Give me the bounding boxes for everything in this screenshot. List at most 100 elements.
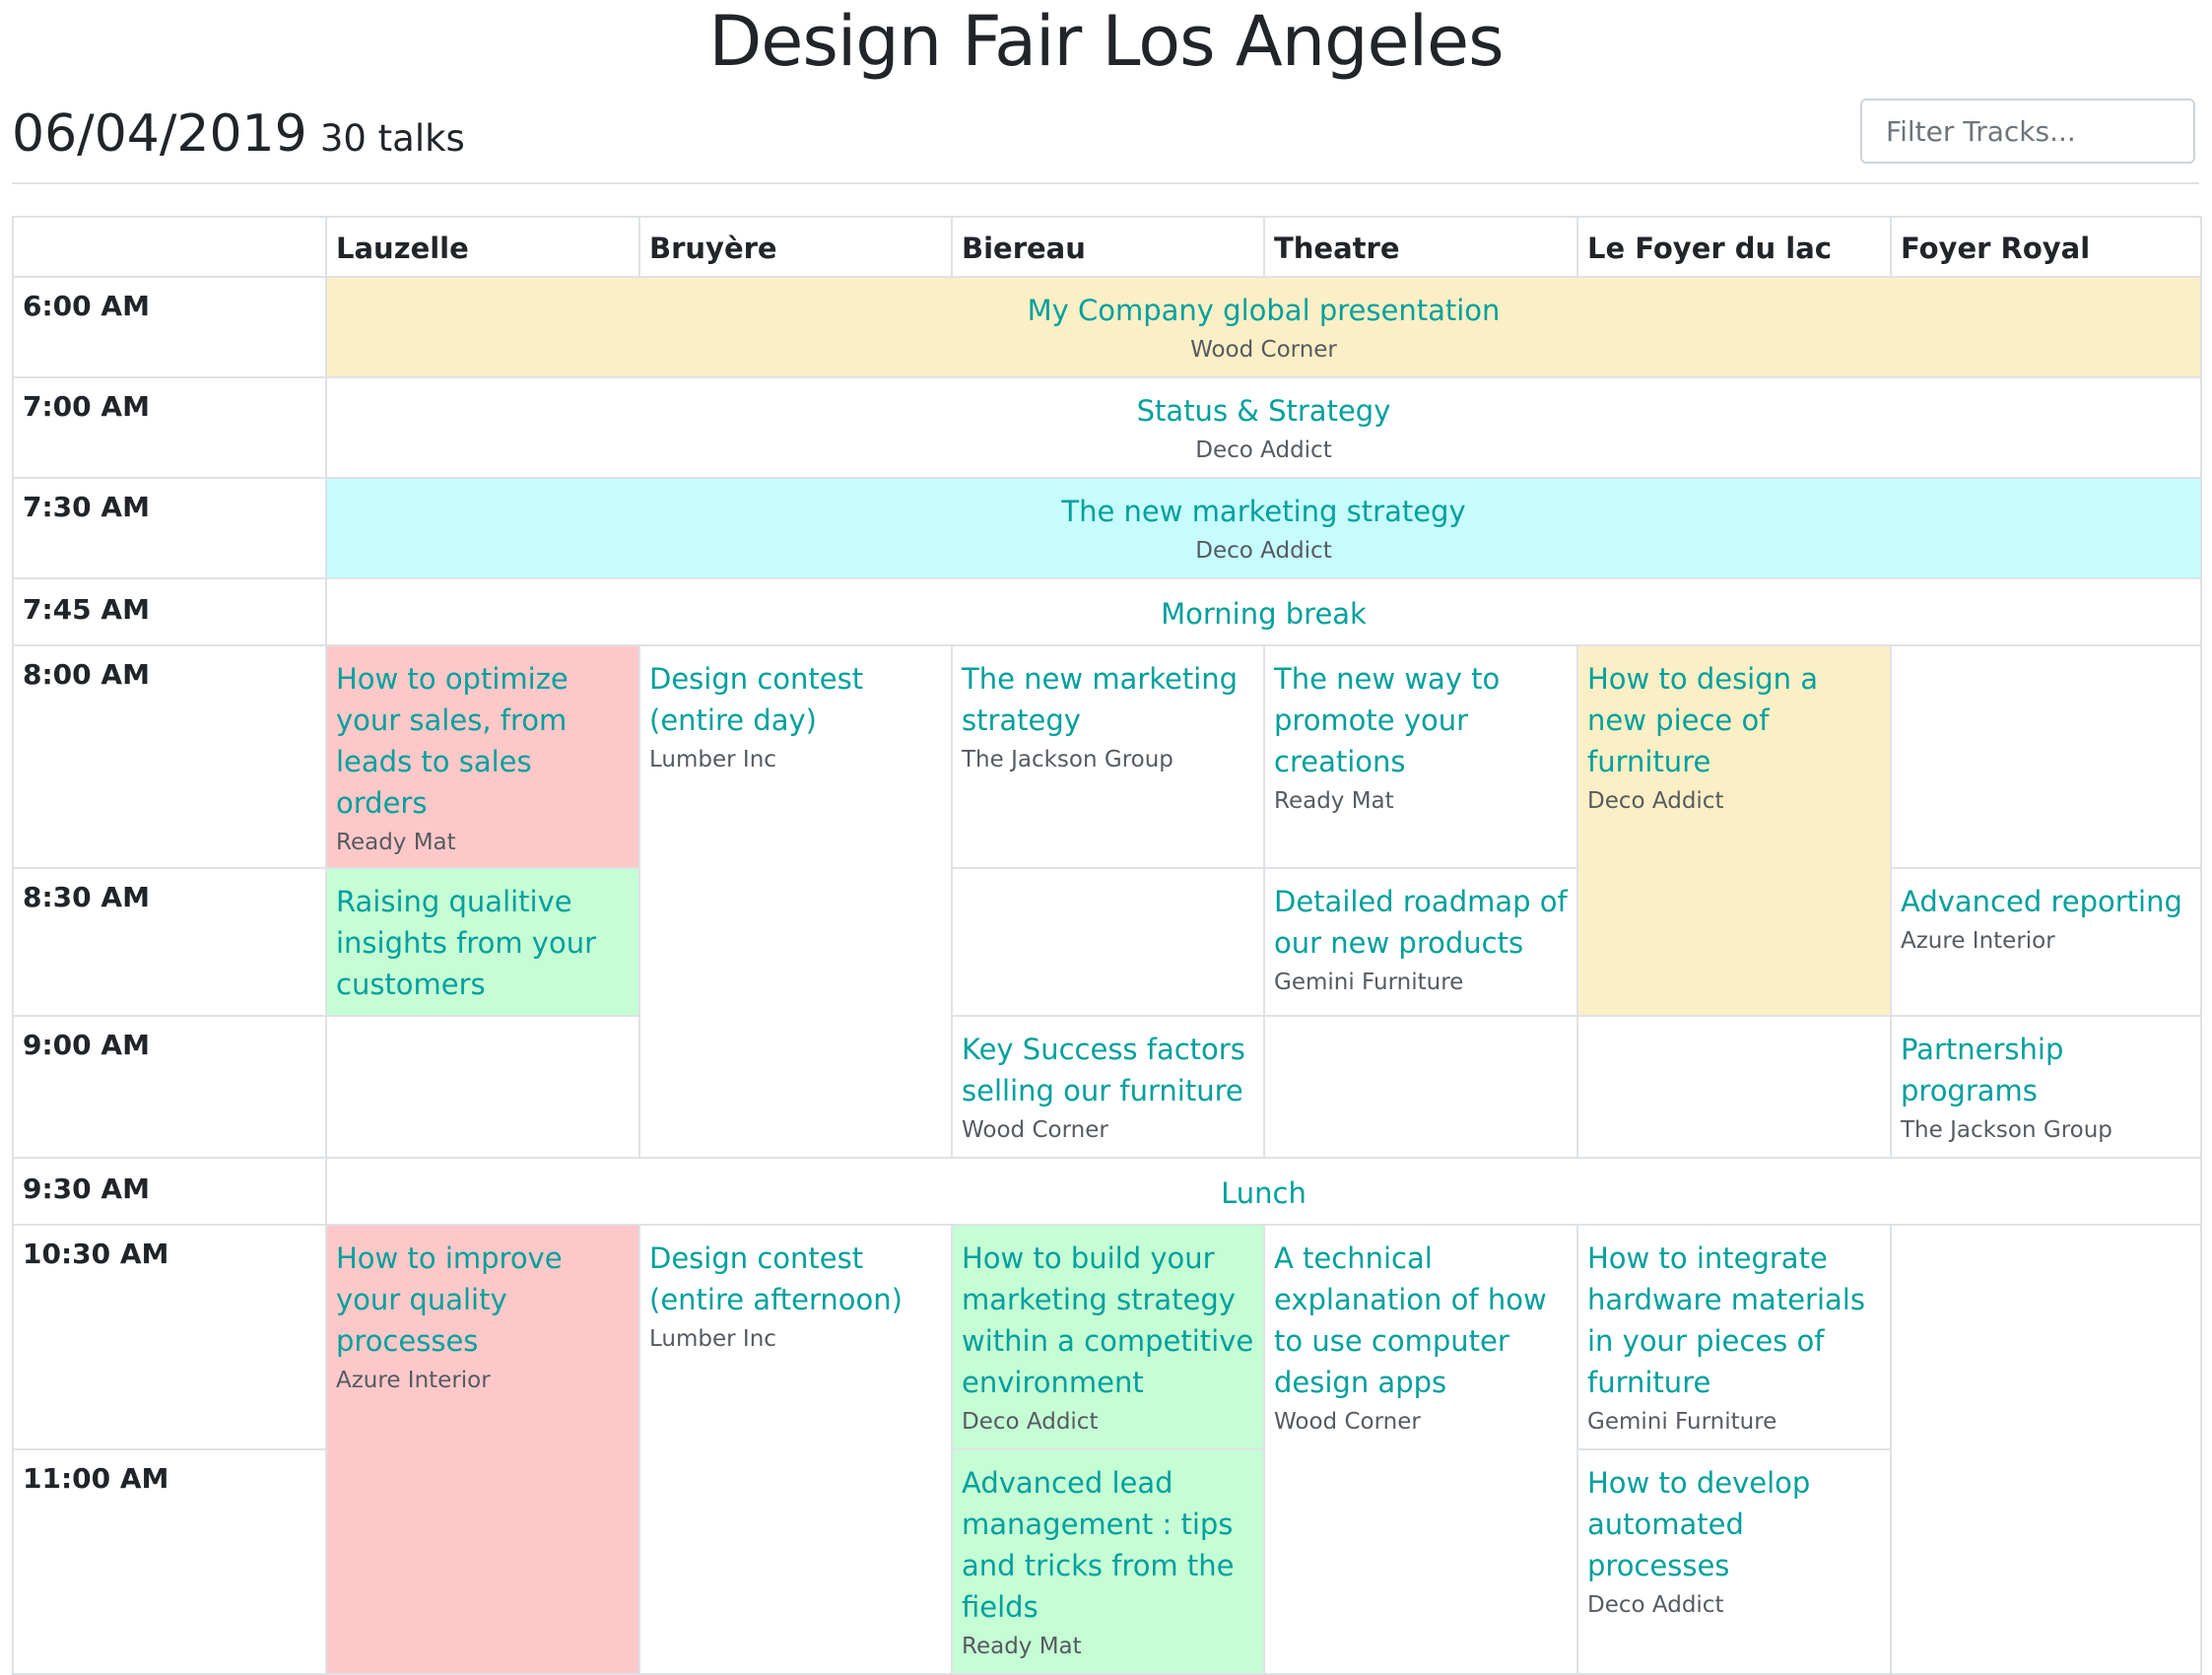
talk-track: Lumber Inc: [649, 747, 776, 772]
talk-link[interactable]: How to integrate hardware materials in y…: [1587, 1241, 1865, 1399]
column-header-biereau: Biereau: [951, 216, 1265, 278]
talk-link[interactable]: Advanced reporting: [1901, 885, 2182, 918]
talk-track: Lumber Inc: [649, 1326, 776, 1352]
talk-link[interactable]: How to design a new piece of furniture: [1587, 662, 1819, 778]
table-row: 8:00 AM How to optimize your sales, from…: [12, 644, 2202, 1159]
empty-cell: [1890, 1224, 2202, 1675]
table-row: 7:45 AM Morning break: [12, 577, 2202, 646]
talk-link[interactable]: Advanced lead management : tips and tric…: [962, 1466, 1235, 1624]
time-label: 9:00 AM: [12, 1015, 327, 1159]
schedule-table: Lauzelle Bruyère Biereau Theatre Le Foye…: [12, 216, 2202, 1675]
time-label: 7:45 AM: [12, 577, 327, 646]
talk-cell: Advanced lead management : tips and tric…: [951, 1448, 1265, 1675]
talk-cell: How to build your marketing strategy wit…: [951, 1224, 1265, 1450]
time-label: 8:30 AM: [12, 867, 327, 1017]
talk-track: Deco Addict: [1587, 788, 1724, 814]
empty-cell: [1263, 1015, 1578, 1159]
talk-link[interactable]: The new marketing strategy: [1061, 495, 1466, 528]
column-header-foyer-du-lac: Le Foyer du lac: [1576, 216, 1892, 278]
talk-cell: Status & Strategy Deco Addict: [325, 376, 2202, 479]
table-row: 10:30 AM How to improve your quality pro…: [12, 1224, 2202, 1675]
empty-cell: [1890, 644, 2202, 869]
divider: [12, 182, 2199, 184]
talk-cell: Detailed roadmap of our new products Gem…: [1263, 867, 1578, 1017]
talk-track: Deco Addict: [962, 1409, 1099, 1435]
time-label: 6:00 AM: [12, 276, 327, 378]
talk-cell: How to optimize your sales, from leads t…: [325, 644, 640, 869]
talk-link[interactable]: Partnership programs: [1901, 1033, 2064, 1107]
talk-link[interactable]: Key Success factors selling our furnitur…: [962, 1033, 1245, 1107]
talk-cell: Key Success factors selling our furnitur…: [951, 1015, 1265, 1159]
talk-track: Deco Addict: [1195, 437, 1332, 463]
talk-track: The Jackson Group: [1901, 1117, 2112, 1143]
table-row: 7:00 AM Status & Strategy Deco Addict: [12, 376, 2202, 479]
time-label: 11:00 AM: [12, 1448, 327, 1675]
talk-cell: How to improve your quality processes Az…: [325, 1224, 640, 1675]
time-column-header: [12, 216, 327, 278]
talk-link[interactable]: Design contest (entire day): [649, 662, 864, 737]
date-header: 06/04/2019 30 talks: [12, 95, 465, 173]
talk-link[interactable]: Raising qualitive insights from your cus…: [336, 885, 597, 1001]
talk-track: Wood Corner: [1274, 1409, 1421, 1435]
talk-link[interactable]: How to develop automated processes: [1587, 1466, 1811, 1582]
break-link[interactable]: Lunch: [1221, 1176, 1307, 1210]
talk-track: Deco Addict: [1195, 538, 1332, 564]
talk-link[interactable]: My Company global presentation: [1027, 294, 1501, 327]
table-row: 8:30 AM Raising qualitive insights from …: [12, 867, 2202, 1017]
talk-cell: How to develop automated processes Deco …: [1576, 1448, 1892, 1675]
talk-cell: How to design a new piece of furniture D…: [1576, 644, 1892, 1017]
empty-cell: [1576, 1015, 1892, 1159]
table-row: 9:30 AM Lunch: [12, 1157, 2202, 1226]
empty-cell: [325, 1015, 640, 1159]
talk-track: Wood Corner: [962, 1117, 1108, 1143]
table-row: 7:30 AM The new marketing strategy Deco …: [12, 477, 2202, 579]
talk-track: The Jackson Group: [962, 747, 1173, 772]
break-link[interactable]: Morning break: [1161, 597, 1367, 631]
talk-link[interactable]: How to optimize your sales, from leads t…: [336, 662, 569, 820]
talk-cell: How to integrate hardware materials in y…: [1576, 1224, 1892, 1450]
talk-track: Ready Mat: [1274, 788, 1394, 814]
talk-cell: The new way to promote your creations Re…: [1263, 644, 1578, 869]
filter-tracks-input[interactable]: [1860, 99, 2195, 164]
talk-track: Wood Corner: [1190, 337, 1337, 363]
talk-cell: The new marketing strategy Deco Addict: [325, 477, 2202, 579]
header-row: Lauzelle Bruyère Biereau Theatre Le Foye…: [12, 216, 2202, 278]
talk-cell: Design contest (entire day) Lumber Inc: [638, 644, 953, 1159]
empty-cell: [951, 867, 1265, 1017]
time-label: 7:30 AM: [12, 477, 327, 579]
time-label: 8:00 AM: [12, 644, 327, 869]
talk-track: Azure Interior: [336, 1368, 491, 1393]
talk-cell: The new marketing strategy The Jackson G…: [951, 644, 1265, 869]
talk-track: Ready Mat: [962, 1634, 1082, 1659]
page-title: Design Fair Los Angeles: [708, 1, 1504, 82]
talk-cell: My Company global presentation Wood Corn…: [325, 276, 2202, 378]
talk-link[interactable]: How to build your marketing strategy wit…: [962, 1241, 1254, 1399]
talk-link[interactable]: Design contest (entire afternoon): [649, 1241, 903, 1316]
column-header-theatre: Theatre: [1263, 216, 1578, 278]
talk-link[interactable]: A technical explanation of how to use co…: [1274, 1241, 1547, 1399]
time-label: 10:30 AM: [12, 1224, 327, 1450]
talk-track: Gemini Furniture: [1274, 970, 1464, 995]
break-cell: Lunch: [325, 1157, 2202, 1226]
talk-link[interactable]: Detailed roadmap of our new products: [1274, 885, 1568, 960]
break-cell: Morning break: [325, 577, 2202, 646]
talk-cell: Raising qualitive insights from your cus…: [325, 867, 640, 1017]
talk-track: Gemini Furniture: [1587, 1409, 1777, 1435]
talk-link[interactable]: Status & Strategy: [1136, 394, 1391, 428]
time-label: 7:00 AM: [12, 376, 327, 479]
talk-link[interactable]: How to improve your quality processes: [336, 1241, 563, 1358]
talk-cell: Design contest (entire afternoon) Lumber…: [638, 1224, 953, 1675]
table-row: 9:00 AM Key Success factors selling our …: [12, 1015, 2202, 1159]
talk-link[interactable]: The new marketing strategy: [962, 662, 1239, 737]
talk-cell: Advanced reporting Azure Interior: [1890, 867, 2202, 1017]
column-header-foyer-royal: Foyer Royal: [1890, 216, 2202, 278]
talk-count: 30 talks: [319, 117, 465, 160]
date-label: 06/04/2019: [12, 104, 307, 164]
column-header-bruyere: Bruyère: [638, 216, 953, 278]
talk-cell: Partnership programs The Jackson Group: [1890, 1015, 2202, 1159]
time-label: 9:30 AM: [12, 1157, 327, 1226]
talk-link[interactable]: The new way to promote your creations: [1274, 662, 1501, 778]
column-header-lauzelle: Lauzelle: [325, 216, 640, 278]
talk-track: Azure Interior: [1901, 928, 2055, 954]
talk-track: Deco Addict: [1587, 1592, 1724, 1618]
